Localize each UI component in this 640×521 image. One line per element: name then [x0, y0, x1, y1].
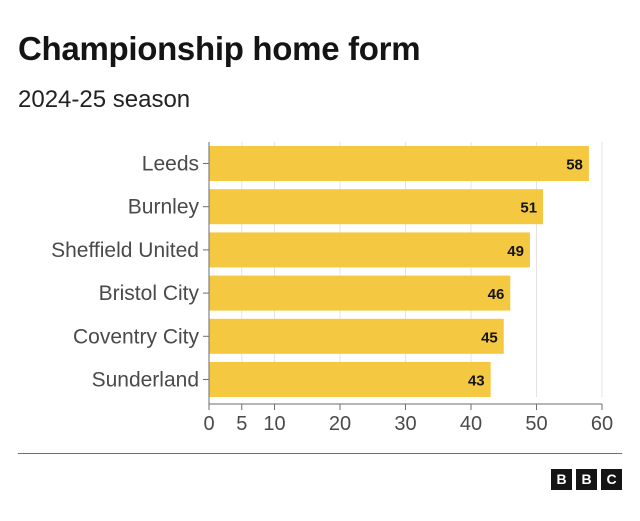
x-tick-label: 40 [460, 413, 482, 435]
bbc-logo: B B C [551, 469, 622, 490]
category-label: Sheffield United [51, 239, 199, 262]
chart-title: Championship home form [18, 30, 421, 67]
x-tick-label: 50 [525, 413, 547, 435]
x-tick-label: 30 [394, 413, 416, 435]
category-label: Sunderland [92, 369, 199, 392]
x-tick-label: 0 [203, 413, 214, 435]
data-label: 45 [481, 329, 498, 346]
data-label: 49 [507, 243, 524, 260]
x-tick-label: 20 [329, 413, 351, 435]
bar [209, 232, 530, 268]
x-tick-label: 10 [263, 413, 285, 435]
bar [209, 146, 589, 181]
data-label: 51 [520, 200, 537, 217]
x-tick-label: 60 [591, 413, 613, 435]
category-label: Leeds [142, 153, 199, 176]
data-label: 46 [488, 286, 505, 303]
bbc-logo-letter: B [551, 469, 572, 490]
bar [209, 189, 544, 225]
data-label: 58 [566, 157, 583, 174]
data-label: 43 [468, 373, 485, 390]
chart-subtitle: 2024-25 season [18, 86, 191, 113]
x-tick-label: 5 [236, 413, 247, 435]
bbc-logo-letter: B [576, 469, 597, 490]
bar [209, 362, 491, 397]
bar [209, 275, 511, 311]
bbc-logo-letter: C [601, 469, 622, 490]
category-label: Coventry City [73, 325, 200, 348]
bar [209, 318, 504, 354]
footer-divider [18, 453, 622, 454]
category-label: Bristol City [99, 282, 200, 305]
category-label: Burnley [128, 196, 200, 219]
